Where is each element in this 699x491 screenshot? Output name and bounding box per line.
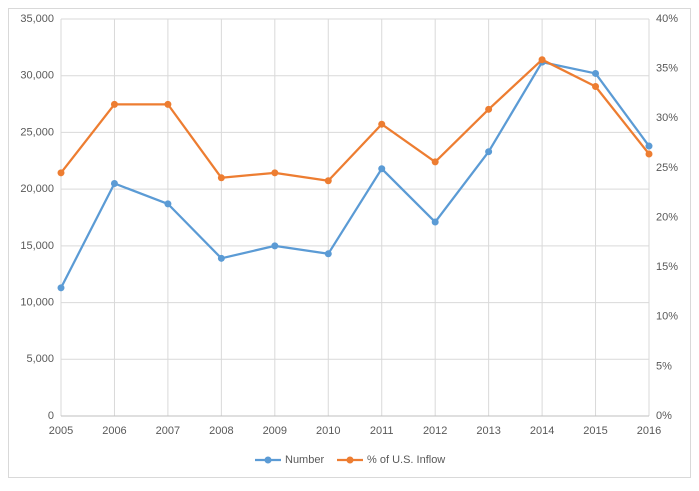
x-tick-label: 2013	[476, 425, 500, 437]
point	[271, 242, 279, 250]
point	[485, 105, 493, 113]
y2-tick-label: 35%	[656, 63, 678, 75]
y2-tick-label: 20%	[656, 211, 678, 223]
point	[645, 142, 653, 150]
point	[485, 148, 493, 156]
y2-tick-label: 40%	[656, 13, 678, 25]
y2-tick-label: 25%	[656, 162, 678, 174]
y-tick-label: 25,000	[20, 126, 54, 138]
y-tick-label: 0	[48, 410, 54, 422]
point	[217, 254, 225, 262]
point	[592, 82, 600, 90]
y-tick-label: 5,000	[26, 353, 54, 365]
chart-border	[8, 8, 691, 478]
point	[271, 169, 279, 177]
point	[592, 69, 600, 77]
point	[431, 218, 439, 226]
x-tick-label: 2011	[370, 425, 394, 437]
y-tick-label: 35,000	[20, 13, 54, 25]
point	[57, 169, 65, 177]
legend-marker	[264, 456, 272, 464]
y-tick-label: 15,000	[20, 240, 54, 252]
y2-tick-label: 30%	[656, 112, 678, 124]
legend-marker	[346, 456, 354, 464]
x-tick-label: 2006	[102, 425, 126, 437]
x-tick-label: 2005	[49, 425, 73, 437]
point	[110, 179, 118, 187]
point	[324, 250, 332, 258]
y2-tick-label: 0%	[656, 410, 672, 422]
point	[538, 56, 546, 64]
legend-label: Number	[285, 454, 324, 466]
x-tick-label: 2010	[316, 425, 340, 437]
x-tick-label: 2007	[156, 425, 180, 437]
legend-label: % of U.S. Inflow	[367, 454, 445, 466]
x-tick-label: 2016	[637, 425, 661, 437]
x-tick-label: 2015	[583, 425, 607, 437]
point	[57, 284, 65, 292]
point	[324, 177, 332, 185]
y-tick-label: 30,000	[20, 70, 54, 82]
x-tick-label: 2012	[423, 425, 447, 437]
x-tick-label: 2014	[530, 425, 554, 437]
y2-tick-label: 15%	[656, 261, 678, 273]
point	[164, 100, 172, 108]
point	[378, 120, 386, 128]
y-tick-label: 20,000	[20, 183, 54, 195]
point	[217, 174, 225, 182]
point	[164, 200, 172, 208]
y2-tick-label: 10%	[656, 311, 678, 323]
x-tick-label: 2008	[209, 425, 233, 437]
point	[645, 150, 653, 158]
x-tick-label: 2009	[263, 425, 287, 437]
point	[378, 165, 386, 173]
point	[431, 158, 439, 166]
y-tick-label: 10,000	[20, 296, 54, 308]
series-line	[60, 58, 650, 182]
point	[110, 100, 118, 108]
y2-tick-label: 5%	[656, 360, 672, 372]
